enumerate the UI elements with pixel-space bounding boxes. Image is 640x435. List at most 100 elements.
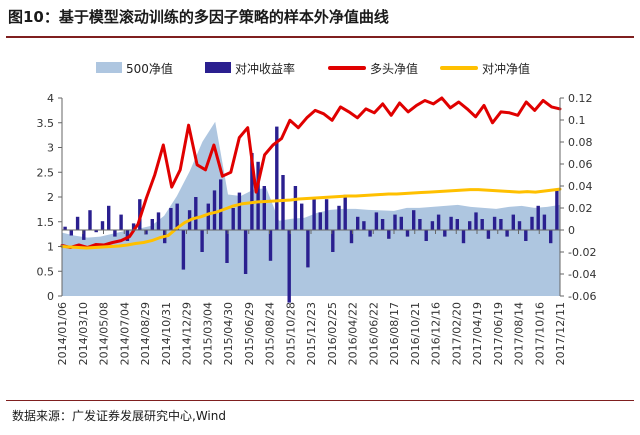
bar-hedge-return: [107, 205, 111, 230]
bar-hedge-return: [243, 230, 248, 274]
bar-hedge-return: [343, 194, 347, 230]
y-left-tick-label: 2.5: [37, 166, 55, 179]
bar-hedge-return: [436, 214, 441, 230]
bar-hedge-return: [119, 214, 123, 230]
y-right-tick-label: 0.08: [568, 136, 593, 149]
bar-hedge-return: [225, 230, 229, 263]
bar-hedge-return: [455, 219, 459, 230]
x-tick-label: 2015/06/29: [243, 302, 256, 365]
bar-hedge-return: [262, 186, 266, 230]
bar-hedge-return: [443, 230, 447, 237]
bar-hedge-return: [380, 219, 385, 230]
y-right-tick-label: 0.06: [568, 158, 593, 171]
bar-hedge-return: [374, 212, 379, 230]
y-left-tick-label: 1: [47, 241, 54, 254]
bar-hedge-return: [88, 210, 92, 230]
x-tick-label: 2015/08/24: [264, 302, 277, 365]
legend-swatch: [205, 62, 231, 73]
y-right-tick-label: 0.02: [568, 202, 593, 215]
bar-hedge-return: [206, 203, 210, 230]
bar-hedge-return: [412, 210, 416, 230]
legend-item: 对冲净值: [440, 61, 530, 76]
x-tick-label: 2016/12/16: [430, 302, 443, 365]
y-right-tick-label: -0.04: [568, 268, 596, 281]
bar-hedge-return: [349, 230, 354, 244]
bar-hedge-return: [337, 205, 341, 230]
bar-hedge-return: [212, 190, 217, 230]
x-tick-label: 2016/10/21: [409, 302, 422, 365]
bar-hedge-return: [156, 212, 161, 230]
bar-hedge-return: [399, 216, 403, 230]
bar-hedge-return: [555, 190, 559, 230]
bar-hedge-return: [181, 230, 186, 270]
bar-hedge-return: [94, 230, 98, 233]
bar-hedge-return: [486, 230, 491, 239]
area-layer: [62, 121, 560, 296]
bar-hedge-return: [237, 192, 242, 230]
bar-hedge-return: [418, 219, 422, 230]
x-tick-label: 2016/06/22: [367, 302, 380, 365]
bar-hedge-return: [268, 230, 273, 261]
legend-item: 对冲收益率: [205, 61, 295, 76]
x-tick-label: 2016/04/22: [347, 302, 360, 365]
x-tick-label: 2015/04/30: [222, 302, 235, 365]
bar-hedge-return: [536, 205, 540, 230]
y-left-tick-label: 3.5: [37, 117, 55, 130]
source-note: 数据来源：广发证券发展研究中心,Wind: [12, 409, 226, 423]
bar-hedge-return: [300, 203, 304, 230]
bar-hedge-return: [368, 230, 372, 237]
legend-label: 多头净值: [370, 61, 418, 76]
x-tick-label: 2016/02/25: [326, 302, 339, 365]
x-tick-label: 2017/02/20: [450, 302, 463, 365]
y-left-tick-label: 2: [47, 191, 54, 204]
legend-swatch: [96, 62, 122, 73]
bar-hedge-return: [549, 230, 553, 244]
bar-hedge-return: [63, 226, 67, 230]
legend-label: 对冲收益率: [235, 61, 295, 76]
bar-hedge-return: [82, 230, 86, 240]
bar-hedge-return: [69, 230, 73, 236]
bar-hedge-return: [150, 219, 154, 230]
chart: 500净值 对冲收益率 多头净值 对冲净值 0 0.5 1 1.5 2 2.5 3 3.5 4 -0.0…: [37, 61, 597, 365]
bar-hedge-return: [468, 221, 472, 230]
bar-hedge-return: [125, 230, 130, 241]
x-tick-label: 2015/12/23: [305, 302, 318, 365]
bar-hedge-return: [287, 230, 291, 303]
bar-hedge-return: [542, 214, 547, 230]
x-tick-label: 2014/01/06: [56, 302, 69, 365]
x-tick-label: 2015/03/04: [201, 302, 214, 365]
bar-hedge-return: [511, 214, 515, 230]
bar-hedge-return: [231, 208, 235, 230]
x-tick-label: 2017/06/19: [492, 302, 505, 365]
bar-hedge-return: [293, 186, 298, 230]
bar-hedge-return: [75, 216, 80, 230]
y-left-tick-label: 0: [47, 290, 54, 303]
bar-hedge-return: [275, 126, 279, 230]
x-tick-label: 2014/08/29: [139, 302, 152, 365]
bar-hedge-return: [281, 175, 285, 230]
bar-hedge-return: [356, 216, 360, 230]
axes-layer: 0 0.5 1 1.5 2 2.5 3 3.5 4 -0.06 -0.04 -0.02 0 0.02 0.0…: [37, 92, 597, 365]
bar-hedge-return: [312, 197, 316, 230]
bar-hedge-return: [362, 221, 366, 230]
y-right-tick-label: 0.1: [568, 114, 586, 127]
x-tick-label: 2014/07/04: [118, 302, 131, 365]
y-right-tick-label: 0: [568, 224, 575, 237]
bar-hedge-return: [505, 230, 509, 237]
bar-hedge-return: [194, 197, 198, 230]
bar-hedge-return: [449, 216, 453, 230]
bar-hedge-return: [318, 212, 322, 230]
x-tick-label: 2017/04/19: [471, 302, 484, 365]
bar-hedge-return: [524, 230, 528, 241]
y-left-tick-label: 4: [47, 92, 54, 105]
y-right-tick-label: 0.04: [568, 180, 593, 193]
y-left-tick-label: 3: [47, 142, 54, 155]
line-layer: [60, 96, 562, 250]
bar-hedge-return: [480, 219, 484, 230]
bar-hedge-return: [492, 216, 497, 230]
y-right-tick-label: 0.12: [568, 92, 593, 105]
bar-hedge-return: [169, 208, 173, 230]
bar-hedge-return: [387, 230, 391, 239]
x-tick-label: 2016/08/17: [388, 302, 401, 365]
